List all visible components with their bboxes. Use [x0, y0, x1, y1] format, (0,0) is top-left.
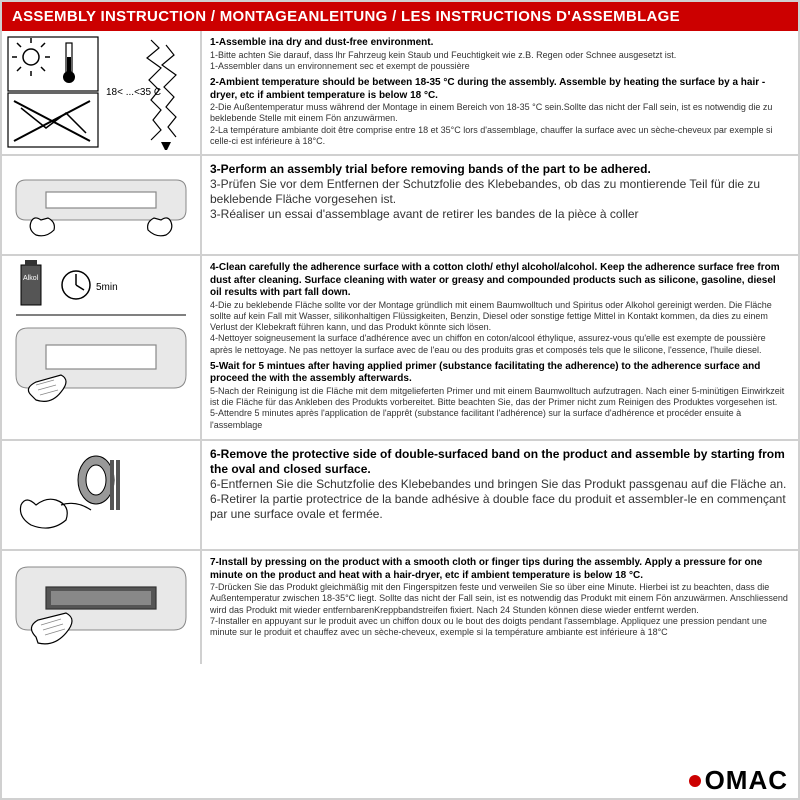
- text-block-2: 3-Perform an assembly trial before remov…: [202, 156, 798, 254]
- illustration-2: [2, 156, 202, 254]
- instruction-line: 3-Prüfen Sie vor dem Entfernen der Schut…: [210, 177, 790, 207]
- instruction-row-3: Alkol 5min 4-Clean carefully the ad: [2, 256, 798, 441]
- instruction-line: 7-Install by pressing on the product wit…: [210, 557, 790, 582]
- instruction-line: 7-Drücken Sie das Produkt gleichmäßig mi…: [210, 582, 790, 616]
- instruction-line: 4-Nettoyer soigneusement la surface d'ad…: [210, 333, 790, 356]
- instruction-line: 2-Die Außentemperatur muss während der M…: [210, 102, 790, 125]
- instruction-line: 5-Attendre 5 minutes après l'application…: [210, 408, 790, 431]
- instruction-row-1: 18< ...<35 C 1-Assemble ina dry and dust…: [2, 31, 798, 156]
- illustration-1: 18< ...<35 C: [2, 31, 202, 154]
- brand-logo: OMAC: [689, 765, 788, 796]
- instruction-line: 6-Remove the protective side of double-s…: [210, 447, 790, 477]
- instruction-line: 1-Assemble ina dry and dust-free environ…: [210, 37, 790, 50]
- instruction-line: 5-Nach der Reinigung ist die Fläche mit …: [210, 386, 790, 409]
- instruction-line: 2-Ambient temperature should be between …: [210, 77, 790, 102]
- text-block-4: 6-Remove the protective side of double-s…: [202, 441, 798, 549]
- illustration-5: [2, 551, 202, 664]
- instruction-line: 7-Installer en appuyant sur le produit a…: [210, 616, 790, 639]
- svg-text:5min: 5min: [96, 282, 118, 293]
- text-block-1: 1-Assemble ina dry and dust-free environ…: [202, 31, 798, 154]
- temp-label: 18< ...<35 C: [106, 87, 161, 98]
- instruction-line: 4-Clean carefully the adherence surface …: [210, 262, 790, 300]
- instruction-line: 1-Assembler dans un environnement sec et…: [210, 61, 790, 72]
- instruction-line: 2-La température ambiante doit être comp…: [210, 125, 790, 148]
- text-block-5: 7-Install by pressing on the product wit…: [202, 551, 798, 664]
- footer: OMAC: [2, 761, 798, 798]
- illustration-4: [2, 441, 202, 549]
- instruction-row-2: 3-Perform an assembly trial before remov…: [2, 156, 798, 256]
- illustration-3: Alkol 5min: [2, 256, 202, 439]
- instruction-row-5: 7-Install by pressing on the product wit…: [2, 551, 798, 664]
- instruction-line: 5-Wait for 5 mintues after having applie…: [210, 361, 790, 386]
- instruction-line: 4-Die zu beklebende Fläche sollte vor de…: [210, 300, 790, 334]
- svg-text:Alkol: Alkol: [23, 275, 39, 282]
- instruction-row-4: 6-Remove the protective side of double-s…: [2, 441, 798, 551]
- header-title: ASSEMBLY INSTRUCTION / MONTAGEANLEITUNG …: [12, 8, 680, 25]
- clean-primer-icon: Alkol 5min: [6, 260, 196, 435]
- press-install-icon: [6, 555, 196, 660]
- logo-text: OMAC: [705, 765, 788, 796]
- plate-hands-icon: [6, 160, 196, 250]
- peel-tape-icon: [6, 445, 196, 545]
- instruction-line: 6-Retirer la partie protectrice de la ba…: [210, 492, 790, 522]
- sun-thermo-ice-icon: 18< ...<35 C: [6, 35, 196, 150]
- instruction-line: 1-Bitte achten Sie darauf, dass lhr Fahr…: [210, 50, 790, 61]
- instruction-line: 3-Perform an assembly trial before remov…: [210, 162, 790, 177]
- instruction-line: 6-Entfernen Sie die Schutzfolie des Kleb…: [210, 477, 790, 492]
- page-header: ASSEMBLY INSTRUCTION / MONTAGEANLEITUNG …: [2, 2, 798, 31]
- logo-dot-icon: [689, 775, 701, 787]
- instruction-line: 3-Réaliser un essai d'assemblage avant d…: [210, 207, 790, 222]
- text-block-3: 4-Clean carefully the adherence surface …: [202, 256, 798, 439]
- instruction-rows: 18< ...<35 C 1-Assemble ina dry and dust…: [2, 31, 798, 761]
